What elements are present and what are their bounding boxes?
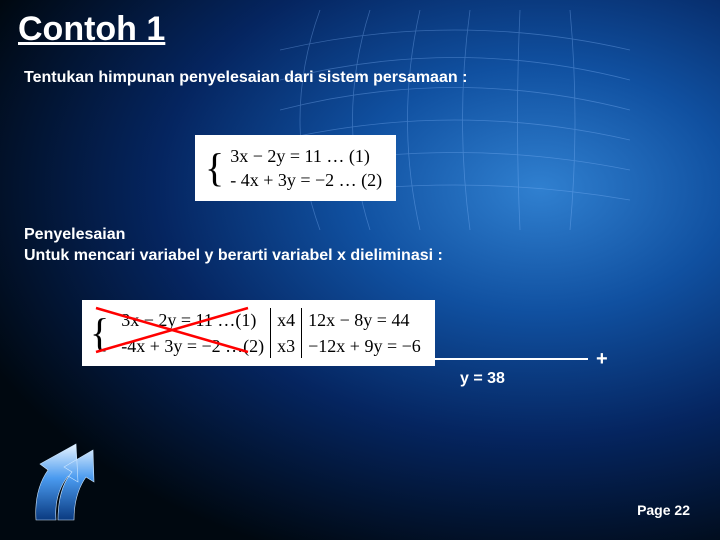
solution-heading: Penyelesaian Untuk mencari variabel y be…	[24, 225, 584, 267]
elim-right-2: −12x + 9y = −6	[308, 333, 421, 359]
equation-system-box: { 3x − 2y = 11 … (1) - 4x + 3y = −2 … (2…	[195, 135, 396, 201]
equation-2: - 4x + 3y = −2 … (2)	[230, 168, 382, 192]
elim-left-1: 3x − 2y = 11 …(1)	[121, 307, 264, 333]
brace-left: {	[205, 141, 224, 195]
equation-1: 3x − 2y = 11 … (1)	[230, 144, 382, 168]
arrow-icon	[18, 432, 108, 522]
elimination-box: { 3x − 2y = 11 …(1) -4x + 3y = −2 …(2) x…	[82, 300, 435, 366]
plus-sign: +	[596, 348, 608, 371]
answer-text: y = 38	[460, 370, 505, 388]
elim-right-1: 12x − 8y = 44	[308, 307, 421, 333]
elim-left-2: -4x + 3y = −2 …(2)	[121, 333, 264, 359]
brace-left-2: {	[90, 304, 109, 362]
multiplier-2: x3	[277, 333, 295, 359]
page-number: Page 22	[637, 502, 690, 518]
problem-prompt: Tentukan himpunan penyelesaian dari sist…	[24, 68, 584, 89]
multiplier-1: x4	[277, 307, 295, 333]
sum-line	[434, 358, 588, 360]
slide-title: Contoh 1	[18, 10, 165, 49]
